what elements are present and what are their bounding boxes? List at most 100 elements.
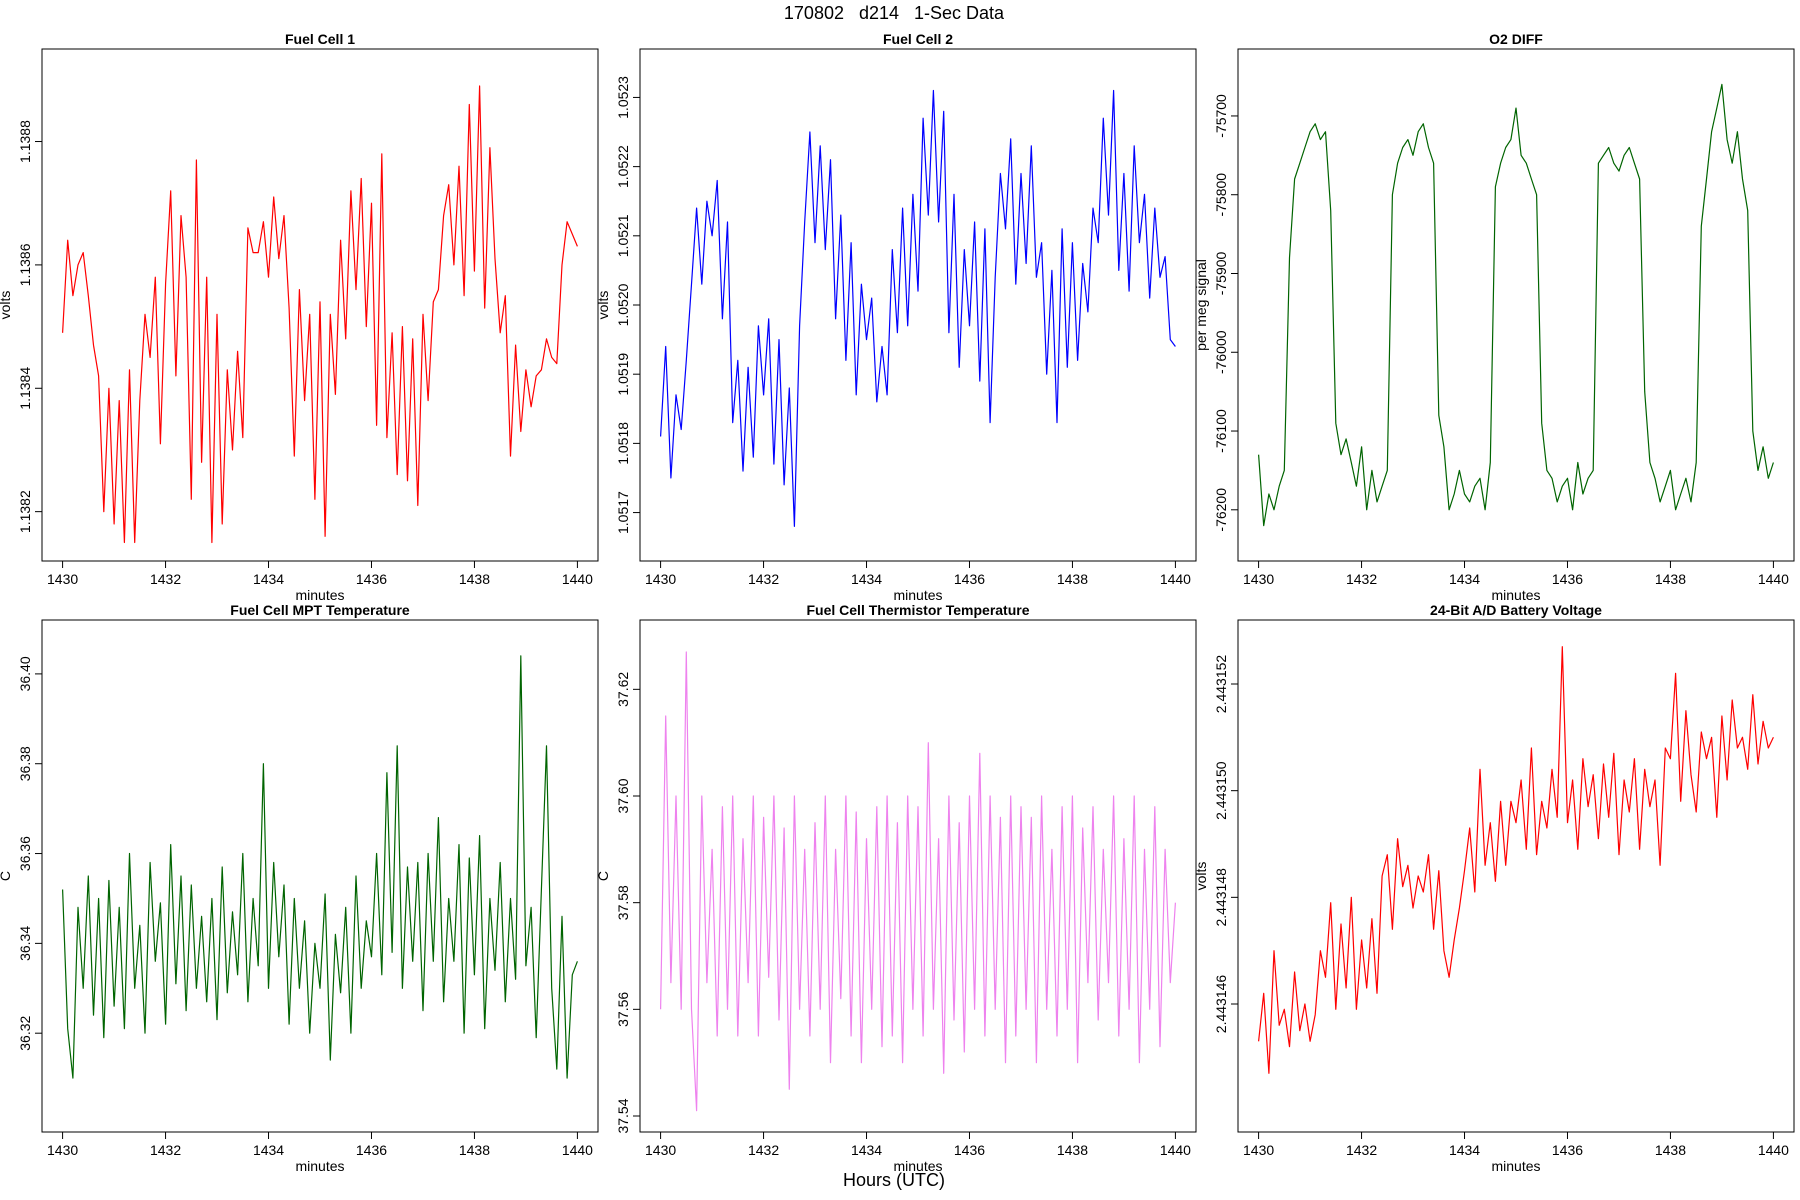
x-tick-label: 1430 [47,571,78,587]
x-tick-label: 1440 [1160,571,1191,587]
plot-frame [41,619,599,1133]
plot-frame [1237,619,1795,1133]
x-tick-label: 1434 [851,1142,882,1158]
panel-title: Fuel Cell 1 [285,31,355,47]
x-tick-label: 1430 [1243,571,1274,587]
y-tick-label: 2.443150 [1213,761,1229,820]
x-tick-label: 1432 [150,1142,181,1158]
panel-grid: Fuel Cell 1 1430 1432 1434 1436 1438 1440 minut… [0,31,1795,1174]
x-tick-label: 1438 [1655,1142,1686,1158]
y-tick-label: 36.36 [17,836,33,871]
x-tick-label: 1432 [1346,571,1377,587]
y-tick-label: 1.1388 [17,120,33,163]
panel-title: O2 DIFF [1489,31,1543,47]
x-tick-label: 1438 [1057,1142,1088,1158]
x-tick-label: 1432 [748,571,779,587]
y-axis-label: per meg signal [1193,259,1209,351]
x-tick-label: 1438 [459,571,490,587]
x-tick-label: 1436 [356,1142,387,1158]
series-line-24-bit-a-d-battery-voltage [1258,646,1774,1074]
y-tick-label: 1.0521 [615,214,631,257]
x-tick-label: 1436 [356,571,387,587]
y-tick-label: 36.38 [17,746,33,781]
x-axis-label: minutes [893,1158,942,1174]
y-axis-label: volts [1193,862,1209,891]
y-tick-label: 2.443152 [1213,655,1229,714]
series-line-o2-diff [1258,83,1774,527]
y-tick-label: 2.443148 [1213,868,1229,927]
panel-24-bit-a-d-battery-voltage: 24-Bit A/D Battery Voltage 1430 1432 1434 14… [1193,602,1795,1174]
y-axis-label: C [0,871,13,881]
y-tick-label: 1.0517 [615,491,631,534]
figure-title: 170802 d214 1-Sec Data [784,3,1005,23]
y-tick-label: 2.443146 [1213,975,1229,1034]
plot-frame [1237,48,1795,562]
series-line-fuel-cell-1 [62,85,578,544]
x-tick-label: 1430 [645,1142,676,1158]
x-tick-label: 1434 [253,571,284,587]
hours-utc-label: Hours (UTC) [843,1170,945,1190]
y-tick-label: 36.34 [17,926,33,961]
y-tick-label: -76000 [1213,330,1229,374]
y-tick-label: -75700 [1213,94,1229,138]
x-tick-label: 1438 [459,1142,490,1158]
panel-title: Fuel Cell 2 [883,31,953,47]
x-tick-label: 1436 [954,1142,985,1158]
panel-o2-diff: O2 DIFF 1430 1432 1434 1436 1438 1440 minutes -7… [1193,31,1795,603]
x-tick-label: 1432 [1346,1142,1377,1158]
panel-fuel-cell-mpt-temperature: Fuel Cell MPT Temperature 1430 1432 1434 143… [0,602,599,1174]
series-line-fuel-cell-mpt-temperature [62,655,578,1079]
y-tick-label: 1.0519 [615,353,631,396]
x-tick-label: 1432 [150,571,181,587]
x-tick-label: 1440 [562,1142,593,1158]
y-tick-label: 1.1384 [17,367,33,410]
y-tick-label: -76100 [1213,409,1229,453]
x-axis-label: minutes [1491,587,1540,603]
x-tick-label: 1434 [1449,1142,1480,1158]
panel-title: 24-Bit A/D Battery Voltage [1430,602,1602,618]
x-tick-label: 1440 [562,571,593,587]
panel-title: Fuel Cell Thermistor Temperature [806,602,1029,618]
y-tick-label: 1.1386 [17,243,33,286]
y-tick-label: 37.60 [615,778,631,813]
y-tick-label: 1.0518 [615,422,631,465]
panel-fuel-cell-2: Fuel Cell 2 1430 1432 1434 1436 1438 1440 minut… [595,31,1197,603]
y-tick-label: 36.32 [17,1015,33,1050]
x-axis-label: minutes [893,587,942,603]
panel-title: Fuel Cell MPT Temperature [230,602,410,618]
y-tick-label: 37.56 [615,992,631,1027]
x-tick-label: 1436 [1552,571,1583,587]
x-tick-label: 1430 [47,1142,78,1158]
x-axis-label: minutes [295,1158,344,1174]
y-tick-label: 37.58 [615,885,631,920]
x-tick-label: 1436 [954,571,985,587]
x-tick-label: 1440 [1160,1142,1191,1158]
y-axis-label: volts [595,291,611,320]
x-tick-label: 1434 [253,1142,284,1158]
y-tick-label: 36.40 [17,656,33,691]
x-tick-label: 1434 [1449,571,1480,587]
y-tick-label: 37.54 [615,1098,631,1133]
x-axis-label: minutes [295,587,344,603]
x-tick-label: 1440 [1758,571,1789,587]
y-tick-label: 1.0523 [615,76,631,119]
y-tick-label: -75900 [1213,251,1229,295]
y-tick-label: 1.0522 [615,145,631,188]
x-tick-label: 1430 [1243,1142,1274,1158]
plot-frame [639,619,1197,1133]
y-tick-label: 37.62 [615,672,631,707]
y-tick-label: -76200 [1213,488,1229,532]
series-line-fuel-cell-2 [660,89,1176,528]
x-tick-label: 1438 [1655,571,1686,587]
x-tick-label: 1438 [1057,571,1088,587]
panel-fuel-cell-1: Fuel Cell 1 1430 1432 1434 1436 1438 1440 minut… [0,31,599,603]
y-axis-label: C [595,871,611,881]
y-tick-label: 1.0520 [615,283,631,326]
x-tick-label: 1434 [851,571,882,587]
panel-fuel-cell-thermistor-temperature: Fuel Cell Thermistor Temperature 1430 1432… [595,602,1197,1174]
series-line-fuel-cell-thermistor-temperature [660,651,1176,1112]
y-tick-label: 1.1382 [17,490,33,533]
x-tick-label: 1432 [748,1142,779,1158]
y-axis-label: volts [0,291,13,320]
